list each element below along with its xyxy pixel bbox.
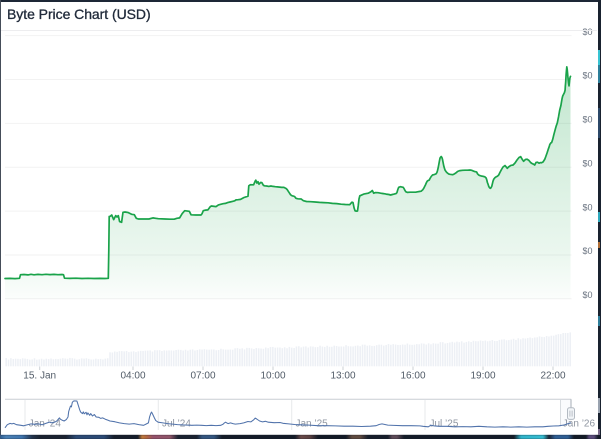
svg-text:Jan ’25: Jan ’25	[296, 418, 329, 429]
svg-text:16:00: 16:00	[400, 371, 425, 382]
svg-text:10:00: 10:00	[260, 371, 285, 382]
svg-text:19:00: 19:00	[470, 371, 495, 382]
svg-text:$0: $0	[582, 290, 592, 300]
svg-text:$0: $0	[582, 246, 592, 256]
svg-text:15. Jan: 15. Jan	[23, 371, 56, 382]
svg-text:Jan ’26: Jan ’26	[563, 418, 596, 429]
svg-text:13:00: 13:00	[330, 371, 355, 382]
svg-text:$0: $0	[582, 71, 592, 81]
svg-text:04:00: 04:00	[120, 371, 145, 382]
svg-text:22:00: 22:00	[540, 371, 565, 382]
svg-text:$0: $0	[582, 115, 592, 125]
svg-text:Jul ’24: Jul ’24	[162, 418, 191, 429]
svg-text:07:00: 07:00	[190, 371, 215, 382]
svg-text:$0: $0	[582, 202, 592, 212]
svg-text:$0: $0	[582, 158, 592, 168]
svg-text:Jul ’25: Jul ’25	[430, 418, 459, 429]
svg-text:$0: $0	[582, 27, 592, 37]
